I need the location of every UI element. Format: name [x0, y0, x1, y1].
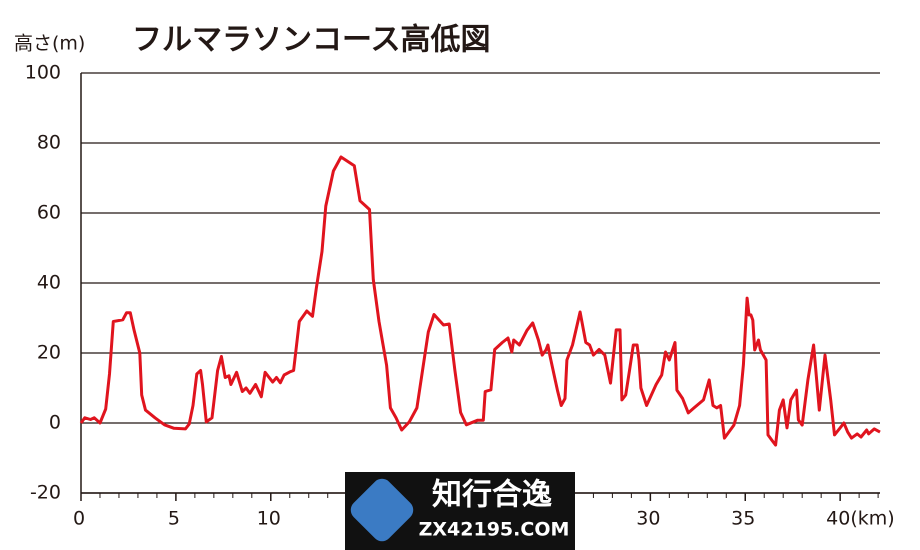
y-tick-label: 80	[37, 132, 61, 154]
y-tick-label: 40	[37, 272, 61, 294]
watermark-logo	[350, 478, 414, 542]
x-tick-label: 35	[731, 508, 755, 530]
x-tick-label: 10	[257, 508, 281, 530]
y-tick-label: -20	[30, 482, 61, 504]
y-tick-label: 100	[25, 62, 61, 84]
y-tick-label: 0	[49, 412, 61, 434]
watermark-title: 知行合逸	[432, 478, 552, 513]
y-axis-label: 高さ(m)	[14, 33, 85, 55]
watermark-subtitle: ZX42195.COM	[419, 519, 570, 541]
x-tick-label: 0	[73, 508, 85, 530]
chart-title: フルマラソンコース高低図	[132, 23, 491, 58]
x-tick-label: 30	[636, 508, 660, 530]
x-tick-label: 40(km)	[826, 508, 895, 530]
y-tick-label: 20	[37, 342, 61, 364]
y-tick-label: 60	[37, 202, 61, 224]
x-tick-label: 5	[168, 508, 180, 530]
watermark: 知行合逸 ZX42195.COM	[345, 472, 575, 550]
elevation-line	[79, 155, 881, 447]
